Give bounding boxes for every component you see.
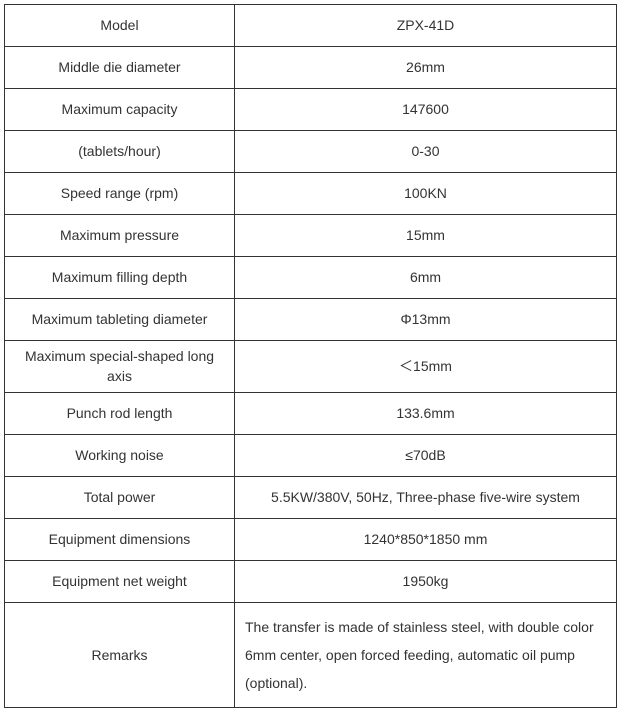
row-value: ≤70dB	[235, 435, 617, 477]
row-value: 1240*850*1850 mm	[235, 519, 617, 561]
row-label: Maximum filling depth	[5, 257, 235, 299]
row-label: Punch rod length	[5, 393, 235, 435]
row-value: 5.5KW/380V, 50Hz, Three-phase five-wire …	[235, 477, 617, 519]
row-label: Speed range (rpm)	[5, 173, 235, 215]
row-label: Equipment net weight	[5, 561, 235, 603]
table-row: Maximum tableting diameter Φ13mm	[5, 299, 617, 341]
table-row: Total power 5.5KW/380V, 50Hz, Three-phas…	[5, 477, 617, 519]
row-label: Working noise	[5, 435, 235, 477]
row-label: Total power	[5, 477, 235, 519]
table-row: (tablets/hour) 0-30	[5, 131, 617, 173]
row-value: 6mm	[235, 257, 617, 299]
table-row: Maximum special-shaped long axis ＜15mm	[5, 341, 617, 393]
table-row: Working noise ≤70dB	[5, 435, 617, 477]
row-value: ＜15mm	[235, 341, 617, 393]
row-label: Middle die diameter	[5, 47, 235, 89]
table-row: Remarks The transfer is made of stainles…	[5, 603, 617, 708]
row-value: 15mm	[235, 215, 617, 257]
row-label: Equipment dimensions	[5, 519, 235, 561]
row-value: 26mm	[235, 47, 617, 89]
table-row: Model ZPX-41D	[5, 5, 617, 47]
row-value: 147600	[235, 89, 617, 131]
row-label: Maximum pressure	[5, 215, 235, 257]
table-row: Maximum filling depth 6mm	[5, 257, 617, 299]
row-value-remarks: The transfer is made of stainless steel,…	[235, 603, 617, 708]
spec-table-body: Model ZPX-41D Middle die diameter 26mm M…	[5, 5, 617, 708]
row-value: 1950kg	[235, 561, 617, 603]
row-value: Φ13mm	[235, 299, 617, 341]
row-label: (tablets/hour)	[5, 131, 235, 173]
table-row: Maximum pressure 15mm	[5, 215, 617, 257]
table-row: Equipment net weight 1950kg	[5, 561, 617, 603]
row-value: ZPX-41D	[235, 5, 617, 47]
row-value: 0-30	[235, 131, 617, 173]
row-label: Maximum special-shaped long axis	[5, 341, 235, 393]
row-label: Maximum tableting diameter	[5, 299, 235, 341]
row-value: 133.6mm	[235, 393, 617, 435]
table-row: Maximum capacity 147600	[5, 89, 617, 131]
table-row: Middle die diameter 26mm	[5, 47, 617, 89]
row-value: 100KN	[235, 173, 617, 215]
row-label: Maximum capacity	[5, 89, 235, 131]
table-row: Speed range (rpm) 100KN	[5, 173, 617, 215]
table-row: Punch rod length 133.6mm	[5, 393, 617, 435]
row-label: Remarks	[5, 603, 235, 708]
row-label: Model	[5, 5, 235, 47]
table-row: Equipment dimensions 1240*850*1850 mm	[5, 519, 617, 561]
spec-table: Model ZPX-41D Middle die diameter 26mm M…	[4, 4, 617, 708]
